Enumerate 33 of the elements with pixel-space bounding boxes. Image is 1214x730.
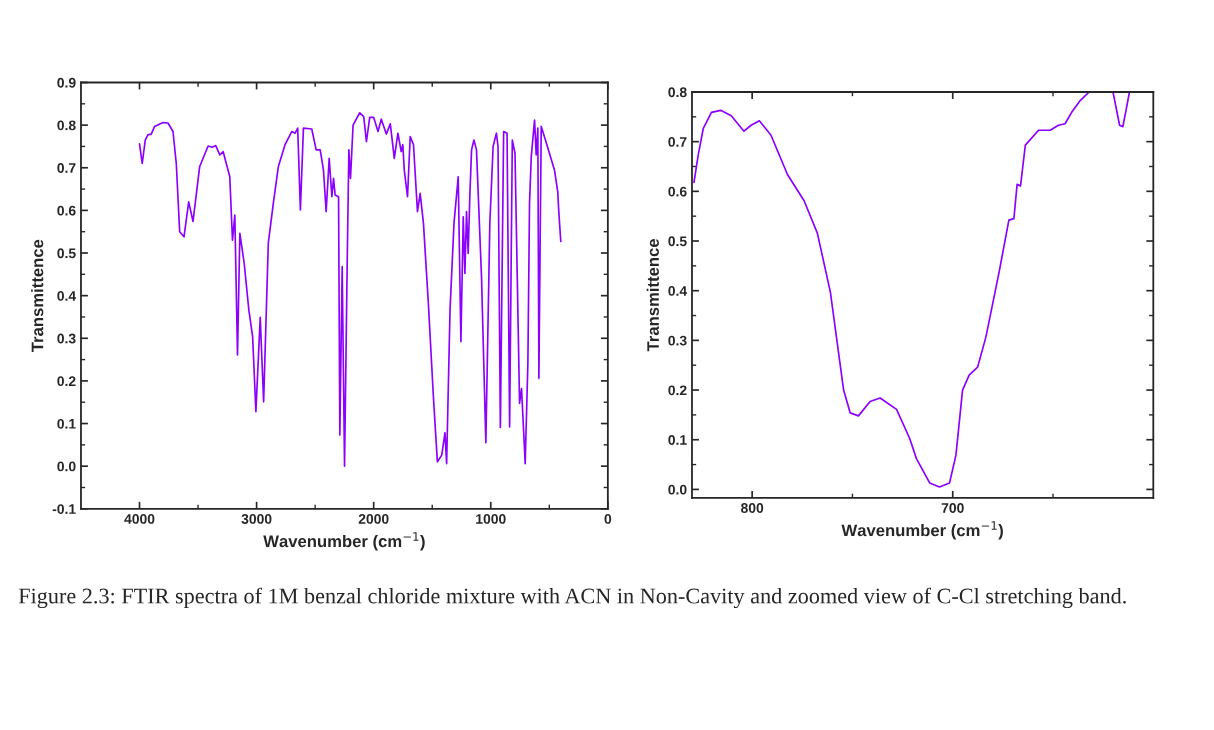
x-tick-label: 1000 xyxy=(476,514,506,524)
y-tick-label: 0.9 xyxy=(57,77,76,88)
y-axis-title: Transmittence xyxy=(31,239,44,352)
x-tick-label: 0 xyxy=(604,514,612,524)
y-tick-label: 0.3 xyxy=(57,333,76,344)
x-axis-title: Wavenumber (cm$^{−1}$) xyxy=(263,532,425,551)
y-tick-label: 0.6 xyxy=(57,205,76,216)
x-axis-title: Wavenumber (cm$^{−1}$) xyxy=(841,521,1003,540)
y-tick-label: 0.0 xyxy=(57,461,76,472)
y-tick-label: 0.5 xyxy=(668,236,687,247)
y-axis-title: Transmittence xyxy=(646,238,659,352)
y-tick-label: 0.1 xyxy=(57,418,76,429)
x-tick-label: 2000 xyxy=(358,514,389,524)
x-tick-label: 700 xyxy=(941,503,964,513)
x-tick-label: 800 xyxy=(741,503,764,513)
y-tick-label: 0.1 xyxy=(668,435,687,445)
x-tick-label: 4000 xyxy=(124,514,155,524)
x-tick-label: 3000 xyxy=(241,514,272,524)
y-tick-label: 0.5 xyxy=(57,248,76,259)
y-tick-label: 0.6 xyxy=(668,186,687,197)
y-tick-label: 0.2 xyxy=(57,376,76,387)
y-tick-label: -0.1 xyxy=(52,504,76,514)
y-tick-label: 0.2 xyxy=(668,385,687,396)
y-tick-label: 0.7 xyxy=(668,136,687,147)
y-tick-label: 0.3 xyxy=(668,335,687,346)
y-tick-label: 0.4 xyxy=(668,286,688,296)
line-series xyxy=(138,111,562,468)
caption: Figure 2.3: FTIR spectra of 1M benzal chloride mixture with ACN in Non-Cavity and zoomed view of C-Cl stretching band. xyxy=(18,587,1126,609)
y-tick-label: 0.7 xyxy=(57,163,76,173)
y-tick-label: 0.0 xyxy=(668,484,687,495)
y-tick-label: 0.8 xyxy=(57,120,76,131)
y-tick-label: 0.8 xyxy=(668,87,687,98)
y-tick-label: 0.4 xyxy=(57,290,77,301)
